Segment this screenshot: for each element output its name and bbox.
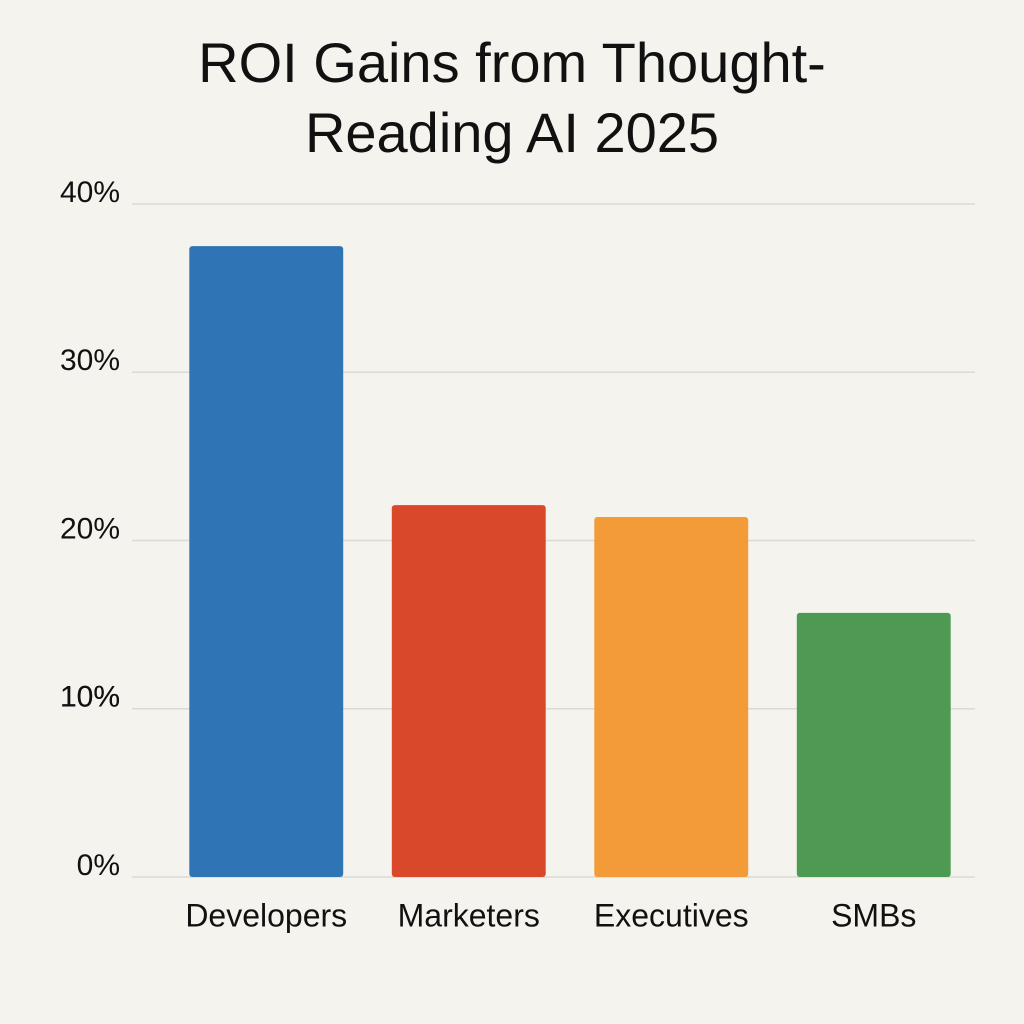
y-tick-label: 10%	[60, 681, 120, 714]
y-tick-label: 30%	[60, 344, 120, 377]
x-tick-label: Developers	[185, 897, 347, 933]
y-tick-label: 0%	[77, 849, 120, 882]
x-tick-label: Executives	[594, 897, 749, 933]
bar	[189, 246, 344, 877]
y-tick-label: 20%	[60, 512, 120, 545]
x-tick-label: SMBs	[831, 897, 916, 933]
y-tick-label: 10%	[60, 681, 120, 714]
bar	[796, 612, 951, 877]
y-tick-label: 40%	[60, 176, 120, 209]
bar	[594, 516, 749, 877]
bar	[391, 505, 546, 877]
x-tick-label: Marketers	[398, 897, 540, 933]
chart-title: ROI Gains from Thought-Reading AI 2025	[198, 31, 826, 164]
